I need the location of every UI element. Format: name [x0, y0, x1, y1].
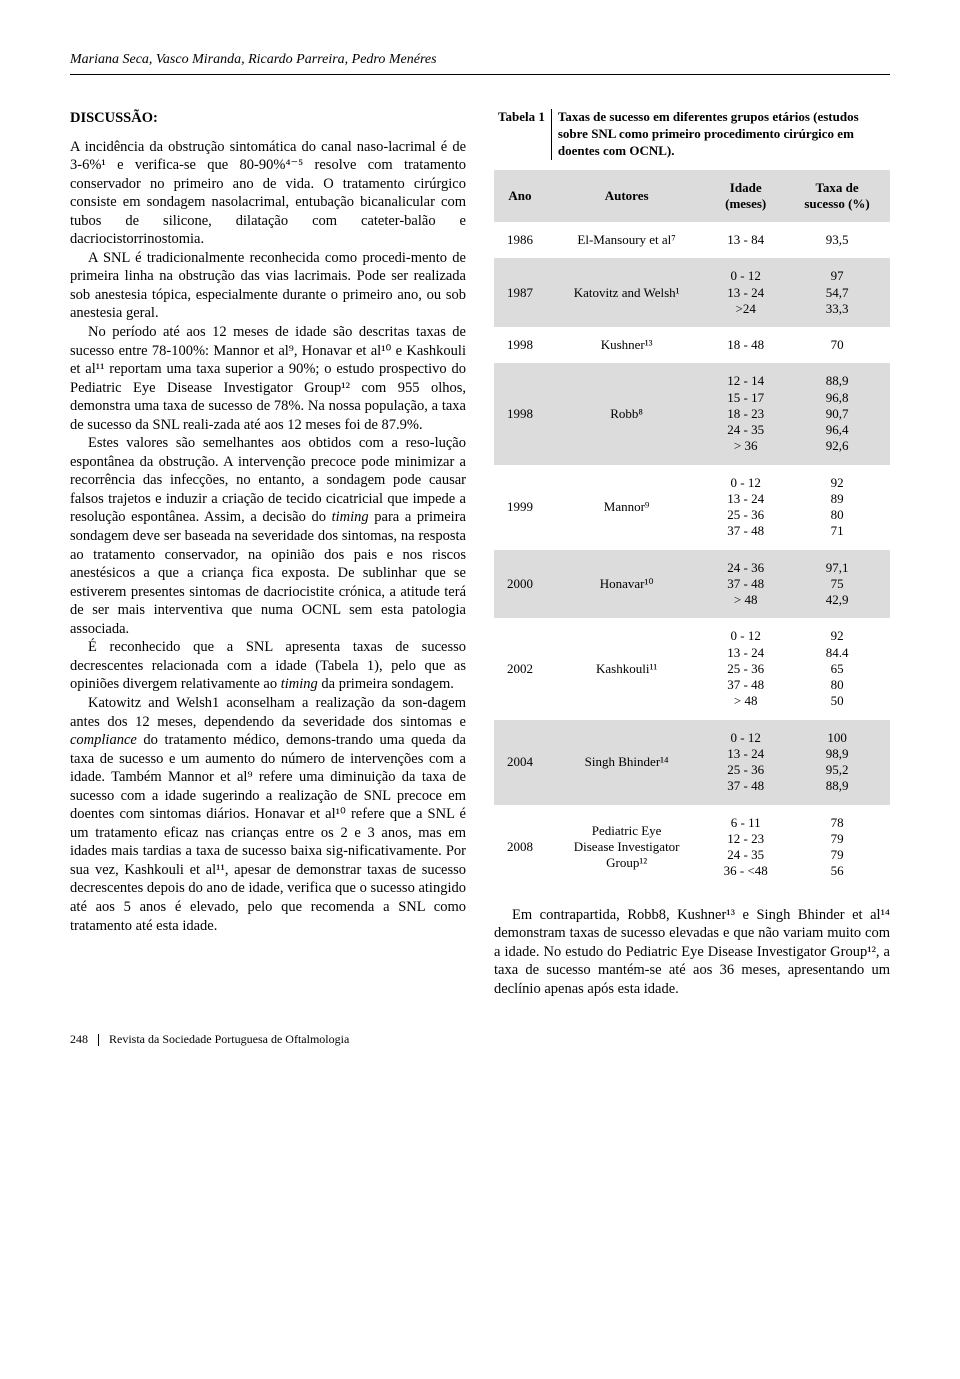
- cell-ano: 1998: [494, 327, 546, 363]
- cell-taxa: 70: [784, 327, 890, 363]
- table-row: 2004Singh Bhinder¹⁴0 - 12 13 - 24 25 - 3…: [494, 720, 890, 805]
- left-column: DISCUSSÃO: A incidência da obstrução sin…: [70, 109, 466, 998]
- right-column: Tabela 1 Taxas de sucesso em diferentes …: [494, 109, 890, 998]
- cell-ano: 2004: [494, 720, 546, 805]
- success-rate-table: Ano Autores Idade (meses) Taxa de sucess…: [494, 170, 890, 890]
- paragraph-2: A SNL é tradicionalmente reconhecida com…: [70, 249, 466, 323]
- cell-ano: 2008: [494, 805, 546, 890]
- cell-idade: 0 - 12 13 - 24 25 - 36 37 - 48 > 48: [707, 618, 784, 719]
- table-caption: Tabela 1 Taxas de sucesso em diferentes …: [494, 109, 890, 160]
- paragraph-1: A incidência da obstrução sintomática do…: [70, 138, 466, 249]
- authors-line: Mariana Seca, Vasco Miranda, Ricardo Par…: [70, 52, 890, 75]
- cell-ano: 1999: [494, 465, 546, 550]
- cell-idade: 13 - 84: [707, 222, 784, 258]
- cell-taxa: 97,1 75 42,9: [784, 550, 890, 619]
- cell-idade: 18 - 48: [707, 327, 784, 363]
- cell-idade: 0 - 12 13 - 24 >24: [707, 258, 784, 327]
- two-column-layout: DISCUSSÃO: A incidência da obstrução sin…: [70, 109, 890, 998]
- page-number: 248: [70, 1032, 88, 1047]
- cell-taxa: 88,9 96,8 90,7 96,4 92,6: [784, 363, 890, 464]
- cell-ano: 1986: [494, 222, 546, 258]
- cell-idade: 0 - 12 13 - 24 25 - 36 37 - 48: [707, 465, 784, 550]
- cell-autor: El-Mansoury et al⁷: [546, 222, 707, 258]
- paragraph-3: No período até aos 12 meses de idade são…: [70, 323, 466, 434]
- cell-taxa: 92 89 80 71: [784, 465, 890, 550]
- cell-taxa: 78 79 79 56: [784, 805, 890, 890]
- th-autores: Autores: [546, 170, 707, 223]
- cell-ano: 2002: [494, 618, 546, 719]
- p6-text-a: Katowitz and Welsh1 aconselham a realiza…: [70, 695, 466, 730]
- right-paragraph-block: Em contrapartida, Robb8, Kushner¹³ e Sin…: [494, 906, 890, 999]
- cell-autor: Katovitz and Welsh¹: [546, 258, 707, 327]
- table-row: 1987Katovitz and Welsh¹0 - 12 13 - 24 >2…: [494, 258, 890, 327]
- paragraph-5: É reconhecido que a SNL apresenta taxas …: [70, 638, 466, 694]
- table-row: 2000Honavar¹⁰24 - 36 37 - 48 > 4897,1 75…: [494, 550, 890, 619]
- table-caption-body: Taxas de sucesso em diferentes grupos et…: [558, 109, 890, 160]
- cell-idade: 24 - 36 37 - 48 > 48: [707, 550, 784, 619]
- cell-taxa: 92 84.4 65 80 50: [784, 618, 890, 719]
- table-row: 1999Mannor⁹0 - 12 13 - 24 25 - 36 37 - 4…: [494, 465, 890, 550]
- cell-ano: 1987: [494, 258, 546, 327]
- section-heading: DISCUSSÃO:: [70, 109, 466, 128]
- cell-autor: Honavar¹⁰: [546, 550, 707, 619]
- cell-taxa: 97 54,7 33,3: [784, 258, 890, 327]
- th-idade: Idade (meses): [707, 170, 784, 223]
- footer-separator-icon: [98, 1034, 99, 1046]
- table-body: 1986El-Mansoury et al⁷13 - 8493,51987Kat…: [494, 222, 890, 890]
- p6-text-b: do tratamento médico, demons-trando uma …: [70, 732, 466, 933]
- table-row: 2008Pediatric Eye Disease Investigator G…: [494, 805, 890, 890]
- table-row: 1998Kushner¹³18 - 4870: [494, 327, 890, 363]
- p4-text-b: para a primeira sondagem deve ser basead…: [70, 509, 466, 636]
- th-taxa: Taxa de sucesso (%): [784, 170, 890, 223]
- cell-autor: Robb⁸: [546, 363, 707, 464]
- table-caption-label: Tabela 1: [498, 109, 552, 160]
- page-footer: 248 Revista da Sociedade Portuguesa de O…: [70, 1032, 890, 1047]
- journal-name: Revista da Sociedade Portuguesa de Oftal…: [109, 1032, 349, 1047]
- paragraph-4: Estes valores são semelhantes aos obtido…: [70, 434, 466, 638]
- cell-taxa: 93,5: [784, 222, 890, 258]
- cell-autor: Mannor⁹: [546, 465, 707, 550]
- cell-idade: 12 - 14 15 - 17 18 - 23 24 - 35 > 36: [707, 363, 784, 464]
- cell-autor: Pediatric Eye Disease Investigator Group…: [546, 805, 707, 890]
- cell-ano: 2000: [494, 550, 546, 619]
- table-row: 2002Kashkouli¹¹0 - 12 13 - 24 25 - 36 37…: [494, 618, 890, 719]
- table-header-row: Ano Autores Idade (meses) Taxa de sucess…: [494, 170, 890, 223]
- paragraph-6: Katowitz and Welsh1 aconselham a realiza…: [70, 694, 466, 935]
- cell-idade: 0 - 12 13 - 24 25 - 36 37 - 48: [707, 720, 784, 805]
- table-row: 1998Robb⁸12 - 14 15 - 17 18 - 23 24 - 35…: [494, 363, 890, 464]
- p5-text-b: da primeira sondagem.: [318, 676, 454, 692]
- cell-autor: Kushner¹³: [546, 327, 707, 363]
- p4-italic-1: timing: [332, 509, 369, 525]
- cell-taxa: 100 98,9 95,2 88,9: [784, 720, 890, 805]
- table-row: 1986El-Mansoury et al⁷13 - 8493,5: [494, 222, 890, 258]
- cell-autor: Singh Bhinder¹⁴: [546, 720, 707, 805]
- right-paragraph: Em contrapartida, Robb8, Kushner¹³ e Sin…: [494, 906, 890, 999]
- th-ano: Ano: [494, 170, 546, 223]
- p5-italic-1: timing: [281, 676, 318, 692]
- cell-idade: 6 - 11 12 - 23 24 - 35 36 - <48: [707, 805, 784, 890]
- cell-autor: Kashkouli¹¹: [546, 618, 707, 719]
- p6-italic-1: compliance: [70, 732, 137, 748]
- cell-ano: 1998: [494, 363, 546, 464]
